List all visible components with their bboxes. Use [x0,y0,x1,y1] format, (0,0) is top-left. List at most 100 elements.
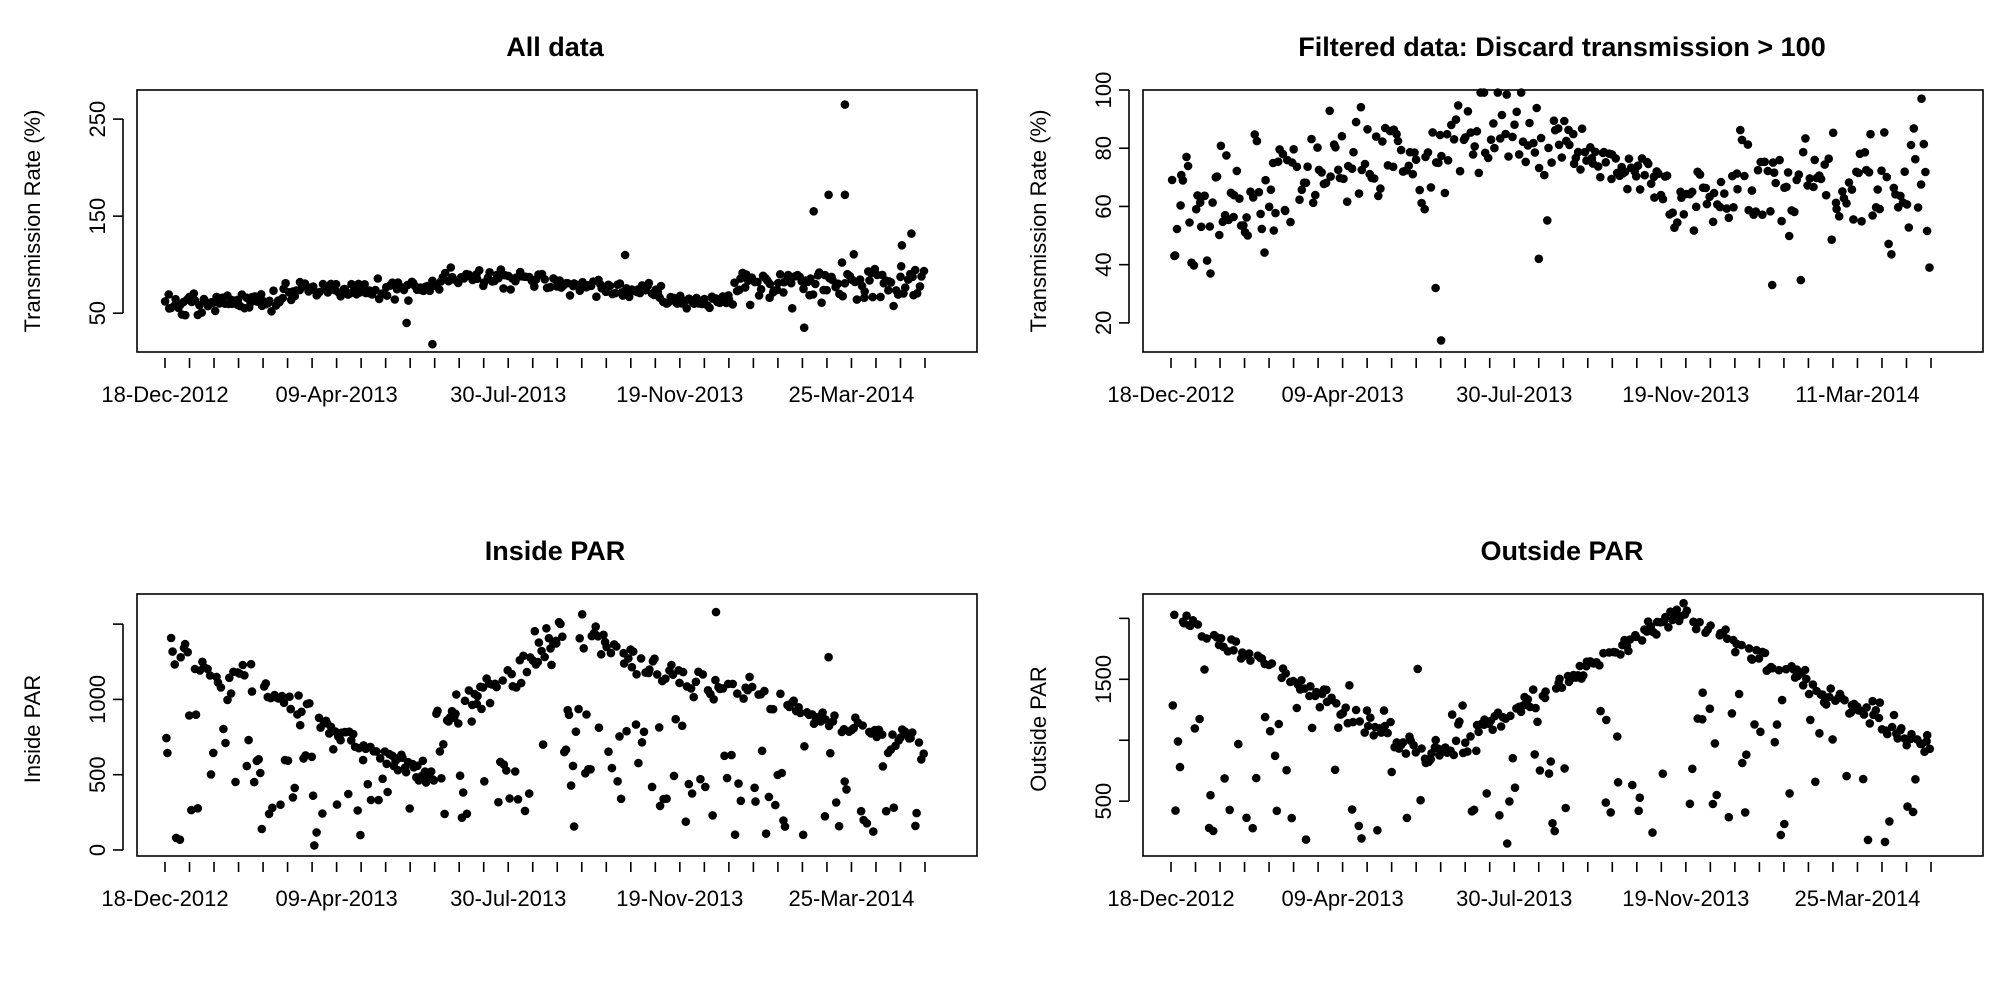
data-point [1366,713,1375,722]
data-point [681,817,691,826]
data-point [1838,187,1847,196]
data-point [1602,715,1611,725]
data-point [1265,726,1275,736]
data-point [516,678,526,688]
data-point [530,626,540,636]
data-point [733,689,742,698]
y-axis-label: Outside PAR [1026,666,1051,792]
data-point [344,789,353,799]
data-point [295,720,305,730]
data-point [1301,178,1311,188]
data-point [1903,802,1912,811]
data-point [833,279,843,289]
y-tick-label: 0 [85,844,110,856]
data-point [1334,723,1343,732]
y-tick-label: 250 [85,101,110,138]
data-point [1865,719,1875,728]
data-point [189,289,199,298]
data-point [1401,749,1411,758]
data-point [206,770,216,779]
data-point [1271,208,1280,218]
data-point [627,662,637,672]
data-point [1541,687,1550,696]
data-point [858,721,867,730]
data-point [498,676,508,685]
data-point [647,782,657,792]
data-point [1593,162,1603,171]
data-point [1325,106,1334,116]
data-point [1428,128,1437,137]
data-point-outlier [897,241,907,250]
data-point [1628,780,1637,790]
data-point [1896,191,1905,201]
data-point [1347,805,1357,814]
data-point [656,281,666,291]
x-tick-label: 30-Jul-2013 [1456,382,1572,407]
data-point [472,274,482,284]
data-point [163,748,172,758]
data-point [1354,189,1364,198]
data-point [246,659,256,669]
data-point [1504,152,1513,161]
data-point [1486,135,1496,144]
data-point [1205,222,1215,231]
data-point [1804,689,1814,699]
data-point [615,279,625,288]
data-point [1821,700,1831,709]
data-point [1229,212,1238,222]
data-point [176,653,185,662]
data-point [1267,659,1277,668]
data-point [667,660,676,670]
data-point [290,783,300,793]
data-point [911,821,920,831]
data-point [1842,771,1851,781]
data-point [404,296,413,305]
data-point [761,829,771,838]
data-point [678,667,688,677]
data-point [1554,140,1564,150]
data-point [654,723,664,732]
data-point [1925,744,1935,754]
data-point [467,717,477,726]
panel-all-data: All data Transmission Rate (%) 18-Dec-20… [20,32,978,407]
data-point [661,674,670,683]
data-point [1434,158,1443,168]
data-point [1196,222,1206,232]
data-point [734,779,743,788]
data-point [1874,713,1884,723]
data-point [1420,204,1429,214]
data-point [540,652,549,662]
y-tick-label: 1000 [85,675,110,724]
data-point-outlier [1436,336,1446,345]
data-point [473,691,482,701]
data-point [1528,685,1538,694]
data-point-outlier [840,100,850,109]
data-point [1189,261,1199,270]
data-point [1640,170,1649,180]
panel-filtered-data: Filtered data: Discard transmission > 10… [1026,32,1984,407]
data-point [187,805,196,815]
data-point [1398,738,1408,747]
data-point [1601,798,1611,807]
data-point-outlier [799,323,809,333]
data-point [889,803,899,812]
data-point [1591,147,1600,157]
data-point [1854,168,1863,178]
data-point [838,291,847,301]
data-point [1493,88,1503,97]
data-point [765,279,775,289]
data-point [787,304,797,313]
data-point [818,708,827,717]
data-point [348,729,358,739]
data-point [332,800,342,809]
data-point [1747,655,1757,664]
data-point [1844,178,1854,187]
data-point [756,285,766,294]
data-point [1846,708,1856,717]
data-point [747,682,757,692]
data-point [1295,195,1304,204]
data-point [650,654,659,663]
data-point [1772,720,1782,729]
data-point [1560,116,1569,126]
data-point [622,726,631,736]
